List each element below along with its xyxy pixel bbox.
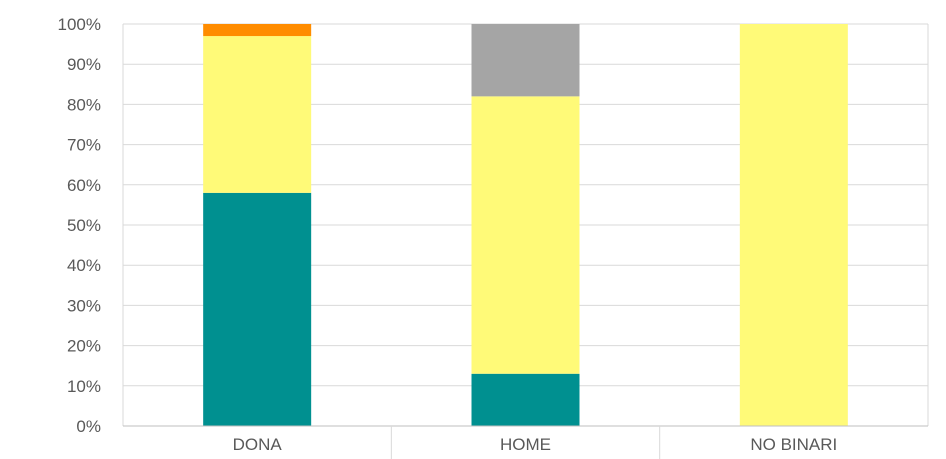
- y-tick-label: 90%: [67, 55, 101, 74]
- y-tick-label: 10%: [67, 377, 101, 396]
- y-tick-label: 70%: [67, 136, 101, 155]
- bar-segment: [203, 192, 312, 426]
- bar-segment: [203, 36, 312, 193]
- y-tick-labels: 0% 10% 20% 30% 40% 50% 60% 70% 80% 90% 100%: [58, 15, 101, 436]
- y-tick-label: 20%: [67, 337, 101, 356]
- y-tick-label: 50%: [67, 216, 101, 235]
- y-tick-label: 60%: [67, 176, 101, 195]
- bar-segment: [471, 24, 580, 97]
- bar-segment: [203, 24, 312, 37]
- y-tick-label: 100%: [58, 15, 101, 34]
- x-tick-label: HOME: [500, 435, 551, 454]
- x-tick-labels: DONA HOME NO BINARI: [233, 435, 838, 454]
- bar-segment: [471, 96, 580, 374]
- y-tick-label: 0%: [76, 417, 101, 436]
- bars: [203, 24, 848, 426]
- bar-segment: [471, 373, 580, 426]
- y-tick-label: 30%: [67, 296, 101, 315]
- y-tick-label: 40%: [67, 256, 101, 275]
- x-tick-label: NO BINARI: [750, 435, 837, 454]
- y-tick-label: 80%: [67, 95, 101, 114]
- axes: [122, 24, 929, 459]
- bar-segment: [739, 24, 848, 426]
- x-tick-label: DONA: [233, 435, 283, 454]
